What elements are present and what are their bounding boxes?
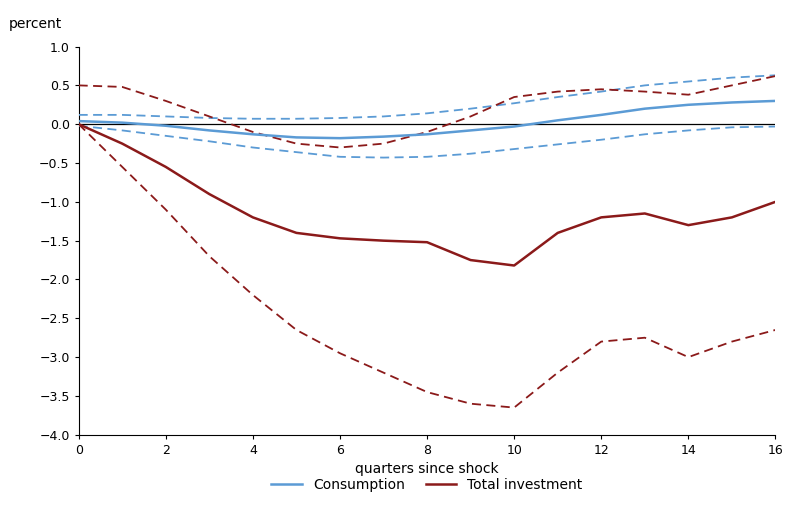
Legend: Consumption, Total investment: Consumption, Total investment: [266, 473, 588, 498]
X-axis label: quarters since shock: quarters since shock: [355, 462, 499, 476]
Text: percent: percent: [9, 17, 62, 31]
